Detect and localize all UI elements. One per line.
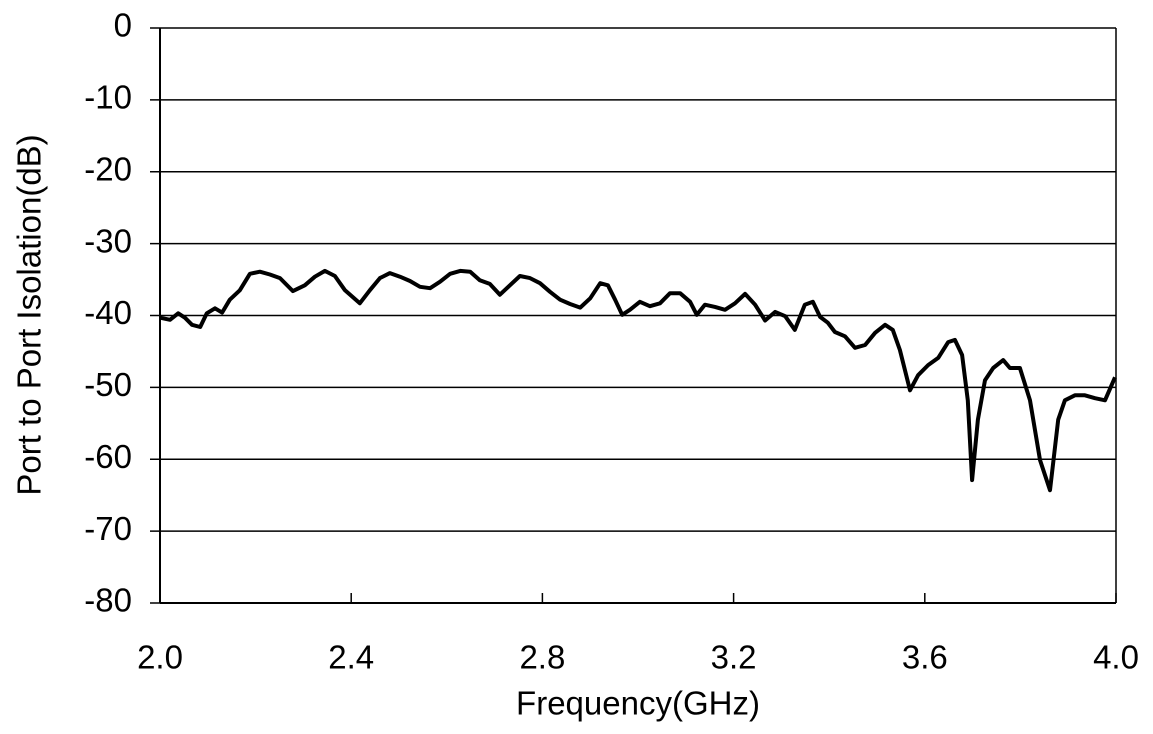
x-tick-label: 2.0 xyxy=(137,639,183,676)
x-tick-label: 4.0 xyxy=(1093,639,1139,676)
y-tick-label: -20 xyxy=(84,150,132,187)
x-tick-label: 3.2 xyxy=(711,639,757,676)
x-tick-label: 3.6 xyxy=(902,639,948,676)
y-tick-label: -10 xyxy=(84,79,132,116)
y-tick-label: -40 xyxy=(84,294,132,331)
y-axis-label: Port to Port Isolation(dB) xyxy=(11,134,48,495)
y-tick-label: 0 xyxy=(114,7,132,44)
x-axis-label: Frequency(GHz) xyxy=(516,685,760,722)
data-line xyxy=(159,268,1117,493)
x-tick-label: 2.8 xyxy=(519,639,565,676)
y-tick-label: -50 xyxy=(84,366,132,403)
x-tick-label: 2.4 xyxy=(328,639,374,676)
y-tick-label: -60 xyxy=(84,438,132,475)
y-tick-label: -30 xyxy=(84,222,132,259)
y-tick-label: -70 xyxy=(84,510,132,547)
y-tick-label: -80 xyxy=(84,582,132,619)
